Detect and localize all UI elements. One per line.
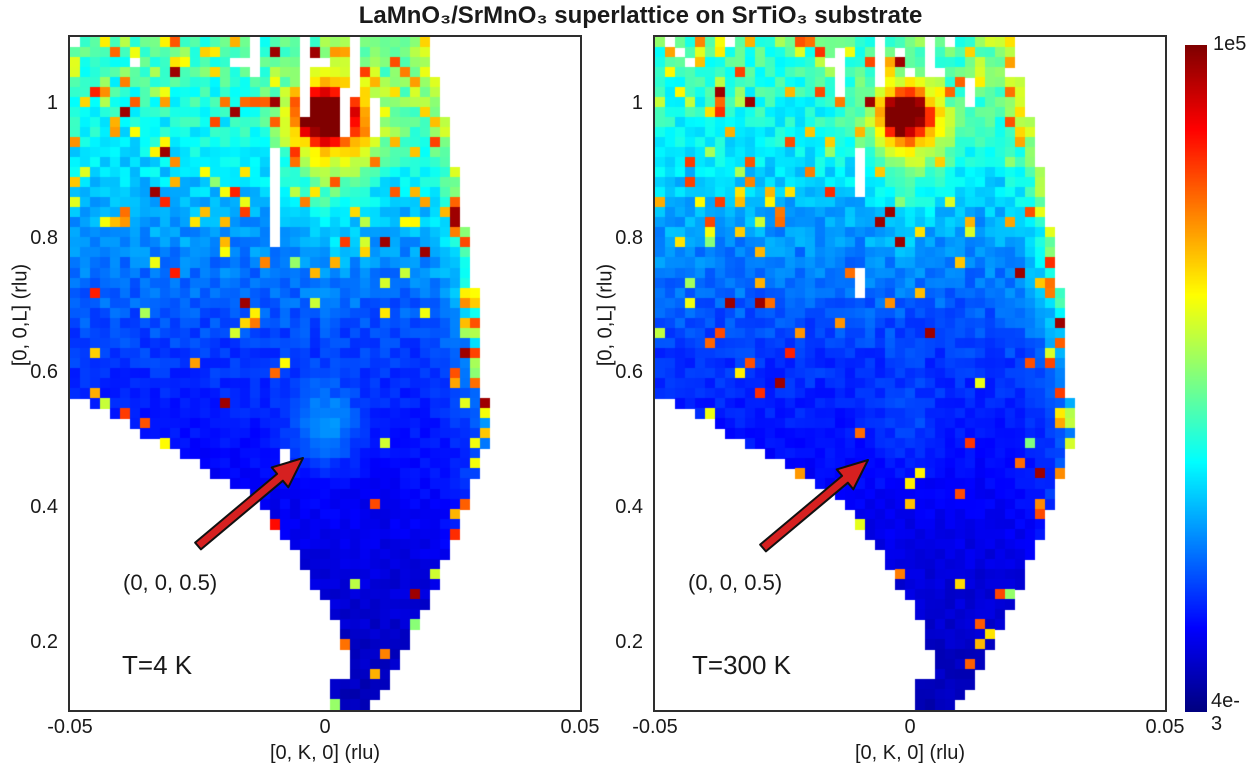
xtick-300k-0: 0 [904, 716, 916, 738]
xtick-300k-005: 0.05 [1145, 716, 1185, 738]
heatmap-panel-300k [653, 35, 1167, 712]
heatmap-canvas-300k [655, 37, 1165, 710]
ytick-4k-06: 0.6 [30, 361, 58, 384]
colorbar-max-label: 1e5 [1213, 33, 1247, 55]
annotation-arrow-4k [194, 457, 304, 551]
ytick-300k-04: 0.4 [615, 496, 643, 519]
x-axis-label-4k: [0, K, 0] (rlu) [269, 742, 381, 764]
xtick-300k-neg005: -0.05 [632, 716, 678, 738]
ytick-300k-08: 0.8 [615, 227, 643, 250]
annotation-half-order-300k: (0, 0, 0.5) [688, 570, 783, 595]
ytick-300k-1: 1 [631, 92, 643, 115]
temperature-label-300k: T=300 K [692, 650, 792, 680]
xtick-4k-0: 0 [319, 716, 331, 738]
colorbar-min-label: 4e-3 [1211, 690, 1240, 735]
colorbar-gradient [1185, 45, 1207, 712]
annotation-arrow-300k [759, 459, 869, 553]
x-axis-label-300k: [0, K, 0] (rlu) [854, 742, 966, 764]
y-axis-label-4k: [0, 0,L] (rlu) [9, 263, 32, 367]
temperature-label-4k: T=4 K [122, 650, 193, 680]
colorbar [1185, 45, 1207, 712]
ytick-300k-02: 0.2 [615, 631, 643, 654]
ytick-4k-08: 0.8 [30, 227, 58, 250]
ytick-300k-06: 0.6 [615, 361, 643, 384]
ytick-4k-02: 0.2 [30, 631, 58, 654]
heatmap-panel-4k [68, 35, 582, 712]
figure-title: LaMnO₃/SrMnO₃ superlattice on SrTiO₃ sub… [358, 2, 923, 29]
y-axis-label-300k: [0, 0,L] (rlu) [594, 263, 617, 367]
ytick-4k-04: 0.4 [30, 496, 58, 519]
ytick-4k-1: 1 [46, 92, 58, 115]
xtick-4k-005: 0.05 [560, 716, 600, 738]
heatmap-canvas-4k [70, 37, 580, 710]
annotation-half-order-4k: (0, 0, 0.5) [123, 570, 218, 595]
xtick-4k-neg005: -0.05 [47, 716, 93, 738]
